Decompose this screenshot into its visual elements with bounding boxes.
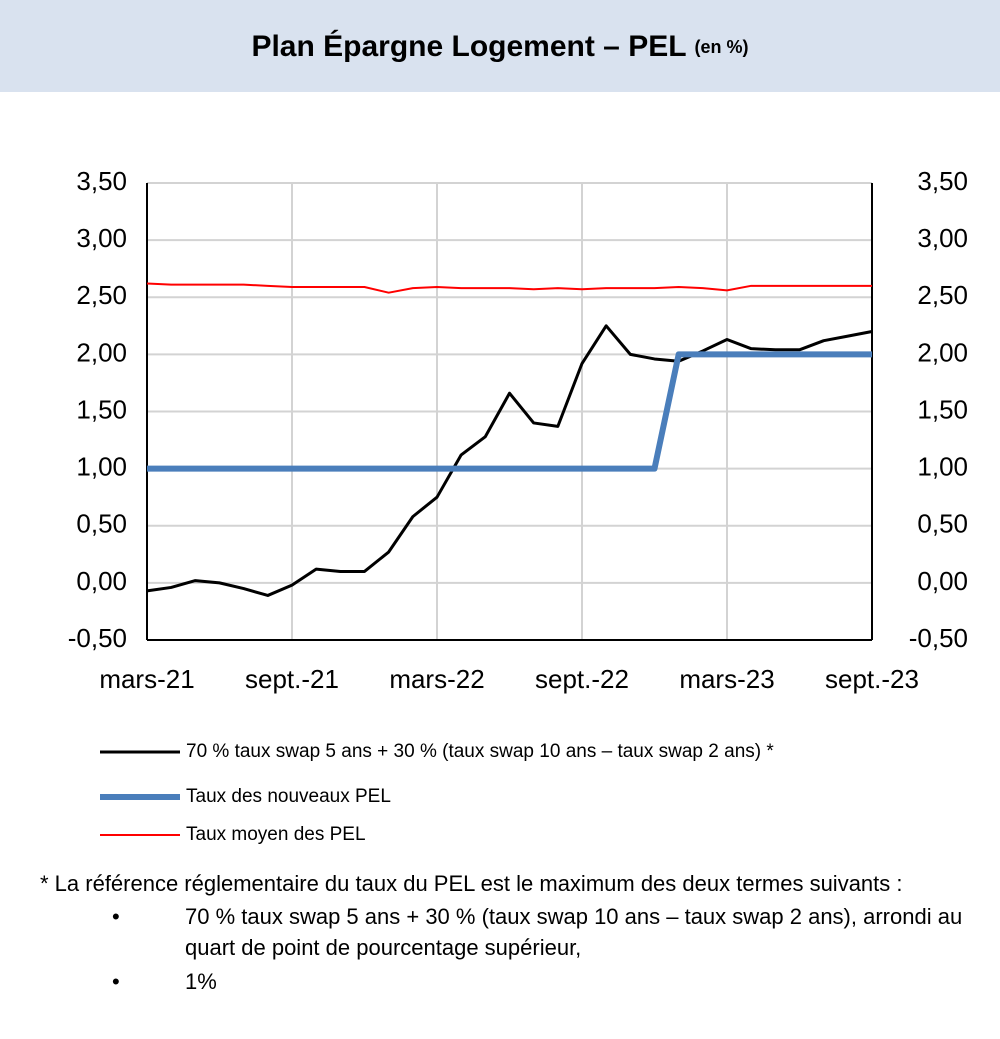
y-tick-label: 0,50 [76,509,127,539]
series-line [146,282,872,294]
y2-tick-label: 3,00 [917,223,968,253]
chart-subtitle: (en %) [695,37,749,57]
y-tick-label: 1,00 [76,452,127,482]
footnote-text: * La référence réglementaire du taux du … [40,871,903,896]
y-tick-label: 0,00 [76,566,127,596]
x-tick-label: sept.-21 [245,664,339,694]
header-band [0,0,1000,92]
series-line [147,351,872,472]
x-tick-label: sept.-23 [825,664,919,694]
y2-tick-label: 1,50 [917,394,968,424]
chart-title-group: Plan Épargne Logement – PEL (en %) [251,29,748,63]
y-tick-label: 2,50 [76,280,127,310]
footnote-list: 70 % taux swap 5 ans + 30 % (taux swap 1… [40,901,962,997]
footnote-bullet: 70 % taux swap 5 ans + 30 % (taux swap 1… [40,901,985,963]
y2-tick-label: 2,00 [917,337,968,367]
legend-label: 70 % taux swap 5 ans + 30 % (taux swap 1… [186,741,774,762]
x-tick-label: sept.-22 [535,664,629,694]
y2-tick-label: 0,00 [917,566,968,596]
y2-tick-label: 3,50 [917,166,968,196]
x-tick-label: mars-21 [99,664,194,694]
footnote: * La référence réglementaire du taux du … [40,868,962,1000]
y-tick-label: 3,50 [76,166,127,196]
series-line [146,324,873,597]
y2-tick-label: 2,50 [917,280,968,310]
y2-tick-label: -0,50 [909,623,968,653]
x-tick-label: mars-22 [389,664,484,694]
chart-title: Plan Épargne Logement – PEL [251,29,686,63]
y2-tick-label: 1,00 [917,452,968,482]
chart: Plan Épargne Logement – PEL (en %) -0,50 0… [0,0,1000,845]
y-tick-label: -0,50 [68,623,127,653]
legend-label: Taux des nouveaux PEL [186,786,391,807]
y-tick-label: 2,00 [76,337,127,367]
x-tick-label: mars-23 [679,664,774,694]
legend-label: Taux moyen des PEL [186,824,366,845]
footnote-bullet: 1% [40,966,985,997]
y-tick-label: 3,00 [76,223,127,253]
y-tick-label: 1,50 [76,394,127,424]
y2-tick-label: 0,50 [917,509,968,539]
